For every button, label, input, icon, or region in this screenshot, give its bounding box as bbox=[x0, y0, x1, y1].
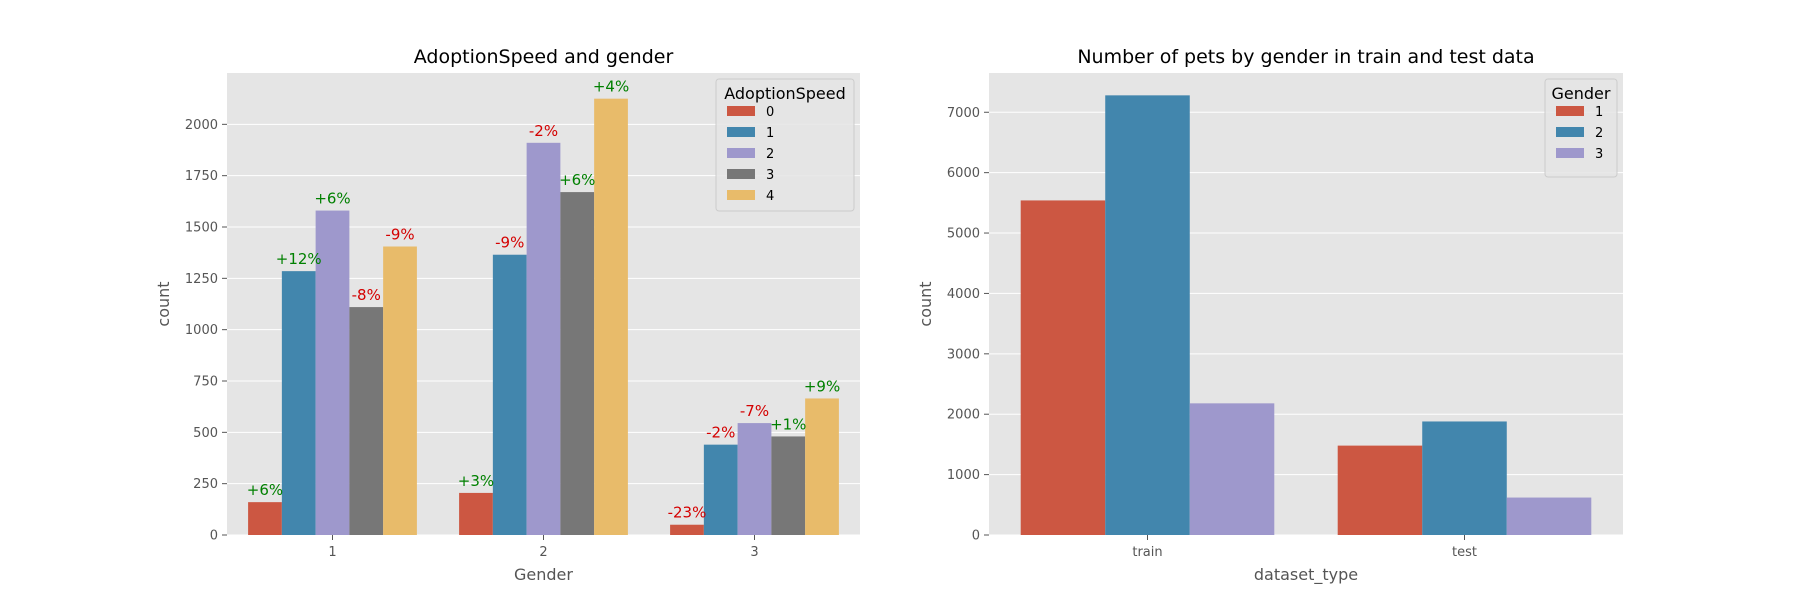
chart-adoptionspeed-gender: 0 250 500 750 1000 1250 1500 1750 2000 1 2 3 +6% +1… bbox=[154, 46, 860, 584]
bar-data-label: +12% bbox=[276, 250, 322, 268]
legend-swatch bbox=[727, 127, 755, 137]
chart-title: Number of pets by gender in train and te… bbox=[1077, 46, 1534, 68]
y-ticks: 0 1000 2000 3000 4000 5000 6000 7000 bbox=[947, 106, 989, 544]
y-tick-label: 2000 bbox=[185, 118, 218, 133]
legend-swatch bbox=[1556, 148, 1584, 158]
bar bbox=[248, 502, 282, 535]
bar bbox=[1506, 497, 1592, 535]
y-tick-label: 1250 bbox=[185, 272, 218, 287]
x-tick-label: 1 bbox=[328, 545, 336, 560]
y-tick-label: 4000 bbox=[947, 287, 980, 302]
legend-entry: 2 bbox=[1595, 126, 1603, 141]
x-tick-label: train bbox=[1132, 545, 1162, 560]
bar-data-label: -9% bbox=[495, 234, 524, 252]
legend-items: 0 1 2 3 4 bbox=[727, 105, 774, 204]
bar bbox=[1422, 421, 1507, 535]
legend-entry: 3 bbox=[766, 168, 774, 183]
y-tick-label: 3000 bbox=[947, 347, 980, 362]
bar bbox=[703, 444, 738, 535]
bar bbox=[737, 423, 772, 535]
legend-swatch bbox=[727, 190, 755, 200]
x-tick-label: test bbox=[1452, 545, 1477, 560]
y-tick-label: 6000 bbox=[947, 166, 980, 181]
legend-entry: 1 bbox=[766, 126, 774, 141]
legend-entry: 3 bbox=[1595, 147, 1603, 162]
bar-data-label: +9% bbox=[804, 377, 840, 395]
y-tick-label: 1000 bbox=[185, 323, 218, 338]
y-tick-label: 5000 bbox=[947, 227, 980, 242]
bar-data-label: +4% bbox=[593, 78, 629, 96]
bar bbox=[670, 524, 704, 535]
bar-data-label: +6% bbox=[247, 481, 283, 499]
legend: Gender 1 2 3 bbox=[1544, 78, 1618, 178]
bar-data-label: +6% bbox=[314, 190, 350, 208]
bar-labels: +6% +12% +6% -8% -9% +3% -9% -2% +6% +4% -23% -2% -7… bbox=[247, 78, 840, 522]
bar-data-label: -2% bbox=[706, 424, 735, 442]
x-ticks: train test bbox=[1132, 535, 1477, 560]
y-axis-label: count bbox=[916, 281, 935, 326]
legend-entry: 0 bbox=[766, 105, 774, 120]
legend-title: Gender bbox=[1552, 84, 1611, 103]
chart-title: AdoptionSpeed and gender bbox=[414, 46, 674, 68]
legend-swatch bbox=[1556, 106, 1584, 116]
legend-entry: 2 bbox=[766, 147, 774, 162]
bar bbox=[594, 98, 628, 536]
y-tick-label: 2000 bbox=[947, 408, 980, 423]
bar bbox=[281, 271, 316, 535]
bar bbox=[1020, 200, 1106, 536]
x-tick-label: 3 bbox=[750, 545, 758, 560]
y-tick-label: 0 bbox=[210, 529, 218, 544]
x-tick-label: 2 bbox=[539, 545, 547, 560]
y-tick-label: 1500 bbox=[185, 221, 218, 236]
bar-data-label: +6% bbox=[559, 171, 595, 189]
bar bbox=[771, 436, 806, 535]
y-ticks: 0 250 500 750 1000 1250 1500 1750 2000 bbox=[185, 118, 227, 544]
bar bbox=[383, 246, 417, 536]
bar bbox=[1105, 95, 1190, 536]
bar bbox=[492, 254, 527, 535]
y-tick-label: 250 bbox=[193, 477, 218, 492]
legend-swatch bbox=[727, 169, 755, 179]
x-axis-label: Gender bbox=[514, 565, 573, 584]
legend: AdoptionSpeed 0 1 2 3 4 bbox=[715, 78, 855, 212]
bar bbox=[349, 307, 384, 535]
y-tick-label: 7000 bbox=[947, 106, 980, 121]
bar bbox=[1337, 445, 1423, 535]
bar-data-label: -9% bbox=[385, 226, 414, 244]
x-axis-label: dataset_type bbox=[1254, 565, 1358, 585]
bar bbox=[560, 192, 595, 536]
bar-data-label: -2% bbox=[529, 122, 558, 140]
legend-swatch bbox=[1556, 127, 1584, 137]
y-axis-label: count bbox=[154, 281, 173, 326]
bar-data-label: +1% bbox=[770, 415, 806, 433]
legend-swatch bbox=[727, 106, 755, 116]
y-tick-label: 750 bbox=[193, 375, 218, 390]
bar bbox=[805, 398, 839, 535]
legend-items: 1 2 3 bbox=[1556, 105, 1603, 162]
bar-data-label: +3% bbox=[458, 472, 494, 490]
bar-data-label: -8% bbox=[352, 286, 381, 304]
bar bbox=[315, 210, 350, 535]
bars bbox=[248, 98, 839, 536]
bars bbox=[1020, 95, 1592, 536]
bar-data-label: -23% bbox=[668, 504, 707, 522]
legend-swatch bbox=[727, 148, 755, 158]
y-tick-label: 1750 bbox=[185, 169, 218, 184]
legend-entry: 4 bbox=[766, 189, 774, 204]
y-tick-label: 1000 bbox=[947, 468, 980, 483]
legend-entry: 1 bbox=[1595, 105, 1603, 120]
bar bbox=[526, 142, 561, 535]
x-ticks: 1 2 3 bbox=[328, 535, 759, 560]
bar bbox=[1189, 403, 1275, 535]
legend-title: AdoptionSpeed bbox=[724, 84, 846, 103]
y-tick-label: 500 bbox=[193, 426, 218, 441]
bar bbox=[459, 492, 493, 535]
y-tick-label: 0 bbox=[972, 529, 980, 544]
bar-data-label: -7% bbox=[740, 402, 769, 420]
